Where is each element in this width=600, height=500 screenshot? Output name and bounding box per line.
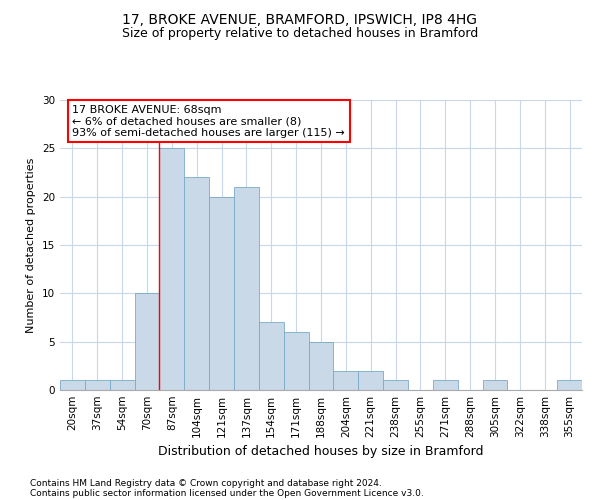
Y-axis label: Number of detached properties: Number of detached properties <box>26 158 37 332</box>
Bar <box>85 380 110 390</box>
Bar <box>134 294 160 390</box>
Bar <box>383 380 408 390</box>
Bar <box>234 187 259 390</box>
Text: Contains HM Land Registry data © Crown copyright and database right 2024.: Contains HM Land Registry data © Crown c… <box>30 478 382 488</box>
Bar <box>358 370 383 390</box>
Bar <box>334 370 358 390</box>
Text: Contains public sector information licensed under the Open Government Licence v3: Contains public sector information licen… <box>30 488 424 498</box>
Bar <box>482 380 508 390</box>
Bar <box>433 380 458 390</box>
Bar <box>308 342 334 390</box>
Bar <box>60 380 85 390</box>
Text: 17, BROKE AVENUE, BRAMFORD, IPSWICH, IP8 4HG: 17, BROKE AVENUE, BRAMFORD, IPSWICH, IP8… <box>122 12 478 26</box>
Bar <box>160 148 184 390</box>
Bar <box>110 380 134 390</box>
Bar <box>184 178 209 390</box>
Bar <box>557 380 582 390</box>
X-axis label: Distribution of detached houses by size in Bramford: Distribution of detached houses by size … <box>158 446 484 458</box>
Bar <box>259 322 284 390</box>
Bar <box>284 332 308 390</box>
Text: 17 BROKE AVENUE: 68sqm
← 6% of detached houses are smaller (8)
93% of semi-detac: 17 BROKE AVENUE: 68sqm ← 6% of detached … <box>73 105 345 138</box>
Bar <box>209 196 234 390</box>
Text: Size of property relative to detached houses in Bramford: Size of property relative to detached ho… <box>122 28 478 40</box>
